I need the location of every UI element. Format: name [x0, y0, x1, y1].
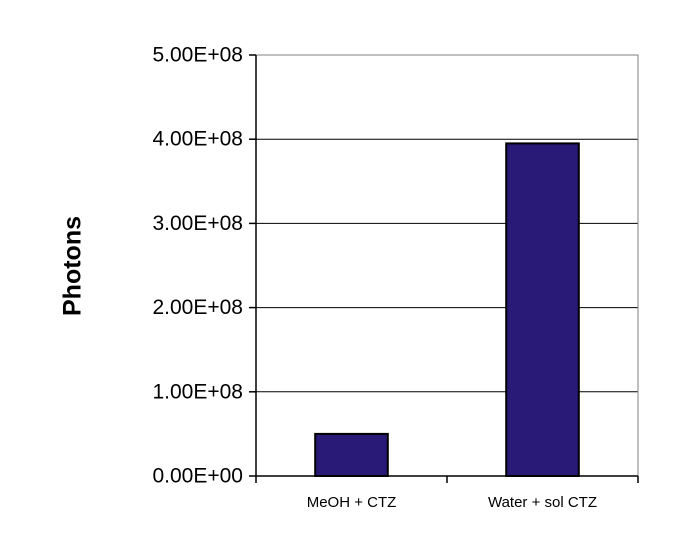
x-axis-ticks: MeOH + CTZ Water + sol CTZ	[255, 476, 639, 511]
bars	[314, 142, 580, 477]
y-tick-label: 4.00E+08	[152, 128, 243, 151]
y-tick-label: 3.00E+08	[152, 212, 243, 235]
y-tick-label: 1.00E+08	[152, 380, 243, 403]
bar	[505, 142, 580, 477]
x-category-label: MeOH + CTZ	[307, 494, 397, 511]
bar	[314, 432, 389, 477]
y-axis-title: Photons	[59, 216, 87, 316]
plot-area	[256, 55, 638, 476]
y-tick-label: 0.00E+00	[152, 465, 243, 488]
x-category-label: Water + sol CTZ	[488, 494, 597, 511]
y-tick-label: 5.00E+08	[152, 44, 243, 67]
y-tick-label: 2.00E+08	[152, 296, 243, 319]
y-axis-ticks: 0.00E+00 1.00E+08 2.00E+08 3.00E+08 4.00E+08…	[152, 44, 256, 488]
